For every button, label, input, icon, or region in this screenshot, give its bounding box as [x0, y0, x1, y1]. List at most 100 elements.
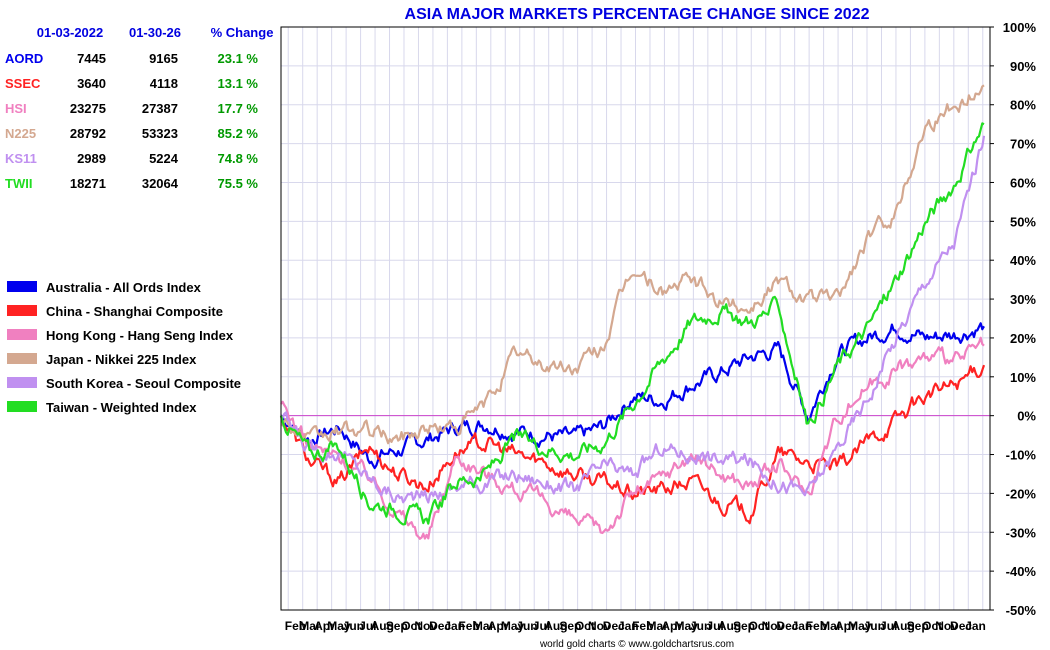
table-row-change: 75.5 %: [218, 176, 259, 191]
x-tick-label: Jun: [516, 619, 537, 633]
y-tick-label: 100%: [1003, 20, 1037, 35]
x-tick-label: Aug: [544, 619, 567, 633]
x-tick-label: Feb: [458, 619, 479, 633]
y-tick-label: -20%: [1006, 486, 1037, 501]
x-tick-label: Dec: [603, 619, 625, 633]
x-tick-label: Jun: [343, 619, 364, 633]
table-row-code: N225: [5, 126, 36, 141]
x-tick-label: May: [327, 619, 351, 633]
x-tick-label: Oct: [401, 619, 421, 633]
x-tick-label: Jan: [792, 619, 813, 633]
x-tick-label: Dec: [429, 619, 451, 633]
x-tick-label: Aug: [892, 619, 915, 633]
summary-table: 01-03-2022 01-30-26 % Change AORD 7445 9165 23…: [5, 25, 273, 191]
x-tick-label: Nov: [588, 619, 611, 633]
x-tick-label: Mar: [299, 619, 321, 633]
x-tick-label: May: [848, 619, 872, 633]
table-row-change: 17.7 %: [218, 101, 259, 116]
y-tick-label: -30%: [1006, 525, 1037, 540]
table-row-end: 4118: [150, 76, 178, 91]
table-row-code: SSEC: [5, 76, 41, 91]
table-header: 01-03-2022: [37, 25, 104, 40]
table-header: % Change: [211, 25, 274, 40]
legend-swatch: [7, 281, 37, 292]
y-tick-label: 20%: [1010, 331, 1036, 346]
x-tick-label: Sep: [907, 619, 929, 633]
table-row-end: 5224: [149, 151, 179, 166]
x-tick-label: Apr: [314, 619, 335, 633]
table-row-change: 13.1 %: [218, 76, 259, 91]
table-row-end: 53323: [142, 126, 178, 141]
x-tick-label: Aug: [371, 619, 394, 633]
x-tick-label: Jul: [880, 619, 897, 633]
credit-text: world gold charts © www.goldchartsrus.co…: [539, 639, 734, 650]
table-row-change: 23.1 %: [218, 51, 259, 66]
legend-swatch: [7, 329, 37, 340]
x-axis: FebMarAprMayJunJulAugSepOctNovDecJanFebM…: [285, 619, 986, 633]
x-tick-label: May: [501, 619, 525, 633]
x-tick-label: Jan: [444, 619, 465, 633]
y-tick-label: 10%: [1010, 370, 1036, 385]
table-row-code: TWII: [5, 176, 32, 191]
table-row-code: HSI: [5, 101, 27, 116]
x-tick-label: Jun: [690, 619, 711, 633]
legend-label: South Korea - Seoul Composite: [46, 376, 241, 391]
table-row-start: 18271: [70, 176, 106, 191]
legend-label: Japan - Nikkei 225 Index: [46, 352, 197, 367]
legend-label: Australia - All Ords Index: [46, 280, 202, 295]
y-tick-label: 60%: [1010, 175, 1036, 190]
x-tick-label: Jan: [965, 619, 986, 633]
y-tick-label: 90%: [1010, 59, 1036, 74]
y-tick-label: 80%: [1010, 98, 1036, 113]
x-tick-label: Oct: [748, 619, 768, 633]
x-tick-label: Jul: [706, 619, 723, 633]
x-tick-label: Mar: [820, 619, 842, 633]
table-row-change: 74.8 %: [218, 151, 259, 166]
x-tick-label: Jul: [533, 619, 550, 633]
table-row-start: 7445: [77, 51, 106, 66]
y-tick-label: -10%: [1006, 448, 1037, 463]
x-tick-label: Nov: [762, 619, 785, 633]
plot-area: [279, 26, 991, 611]
table-header: 01-30-26: [129, 25, 181, 40]
x-tick-label: Nov: [935, 619, 958, 633]
x-tick-label: Sep: [559, 619, 581, 633]
table-row-code: AORD: [5, 51, 43, 66]
x-tick-label: Oct: [575, 619, 595, 633]
x-tick-label: Mar: [647, 619, 669, 633]
x-tick-label: Jun: [864, 619, 885, 633]
x-tick-label: Dec: [950, 619, 972, 633]
table-row-end: 27387: [142, 101, 178, 116]
legend-swatch: [7, 305, 37, 316]
table-row-start: 23275: [70, 101, 106, 116]
y-tick-label: 0%: [1017, 409, 1036, 424]
x-tick-label: Jul: [359, 619, 376, 633]
chart-title: ASIA MAJOR MARKETS PERCENTAGE CHANGE SIN…: [405, 6, 870, 23]
table-row-end: 9165: [149, 51, 178, 66]
x-tick-label: Feb: [285, 619, 306, 633]
x-tick-label: Feb: [806, 619, 827, 633]
series-line-ssec: [279, 364, 986, 525]
y-tick-label: 30%: [1010, 292, 1036, 307]
x-tick-label: Jan: [618, 619, 639, 633]
table-row-start: 28792: [70, 126, 106, 141]
legend-label: China - Shanghai Composite: [46, 304, 223, 319]
x-tick-label: Apr: [661, 619, 682, 633]
y-tick-label: 50%: [1010, 214, 1036, 229]
legend-swatch: [7, 377, 37, 388]
x-tick-label: Apr: [835, 619, 856, 633]
series-line-twii: [279, 122, 985, 526]
series-line-hsi: [280, 336, 985, 540]
legend-swatch: [7, 401, 37, 412]
y-tick-label: -40%: [1006, 564, 1037, 579]
y-tick-label: 40%: [1010, 253, 1036, 268]
x-tick-label: Aug: [718, 619, 741, 633]
table-row-change: 85.2 %: [218, 126, 259, 141]
plot-frame: [280, 26, 991, 611]
grid: [281, 26, 990, 611]
table-row-code: KS11: [5, 151, 37, 166]
table-row-start: 3640: [77, 76, 106, 91]
x-tick-label: Apr: [488, 619, 509, 633]
legend-label: Taiwan - Weighted Index: [46, 400, 197, 415]
